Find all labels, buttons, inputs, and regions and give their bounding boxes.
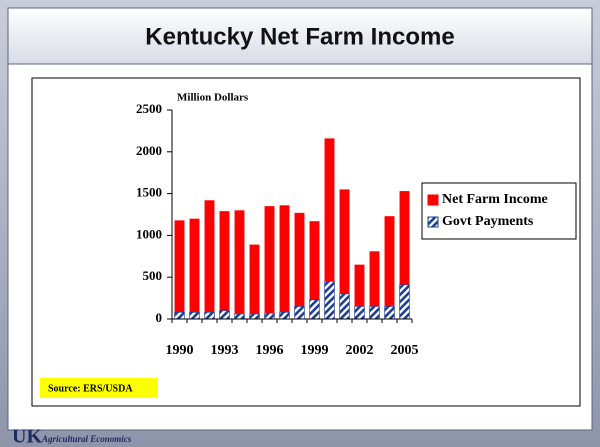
bar — [204, 200, 215, 319]
bar — [189, 218, 200, 319]
x-tick-label: 1990 — [166, 343, 194, 358]
bar — [324, 138, 335, 319]
source-box — [40, 378, 158, 398]
legend-swatch — [427, 216, 439, 228]
bar — [294, 212, 305, 319]
bar — [339, 293, 350, 320]
bar — [234, 210, 245, 319]
bar — [189, 312, 200, 320]
bar — [369, 306, 380, 320]
x-tick-label: 1999 — [301, 343, 329, 358]
bar — [399, 284, 410, 320]
legend-swatch — [427, 194, 439, 206]
bar — [324, 281, 335, 320]
bar — [294, 306, 305, 320]
bar — [264, 206, 275, 319]
bar — [279, 205, 290, 319]
legend-box — [421, 182, 577, 240]
y-tick-label: 0 — [156, 310, 163, 325]
x-tick-label: 1996 — [256, 343, 284, 358]
bar — [174, 220, 185, 319]
bar — [384, 306, 395, 320]
bar — [219, 211, 230, 319]
chart-title: Kentucky Net Farm Income — [145, 23, 454, 50]
footer-logo: UK — [12, 426, 42, 447]
bar — [354, 306, 365, 320]
bar — [384, 216, 395, 319]
bar — [339, 189, 350, 319]
bar — [234, 313, 245, 320]
legend-label: Net Farm Income — [442, 192, 548, 207]
bar — [174, 312, 185, 320]
x-tick-label: 2005 — [391, 343, 419, 358]
bar — [369, 251, 380, 319]
bar — [279, 312, 290, 320]
y-tick-label: 2500 — [136, 101, 162, 116]
y-tick-label: 1500 — [136, 185, 162, 200]
x-tick-label: 1993 — [211, 343, 239, 358]
y-tick-label: 500 — [143, 268, 163, 283]
bar — [399, 191, 410, 319]
bar — [249, 313, 260, 320]
chart-frame — [31, 77, 581, 407]
source: Source: ERS/USDA — [48, 383, 133, 394]
bar — [204, 312, 215, 320]
bar — [249, 244, 260, 319]
y-tick-label: 1000 — [136, 226, 162, 241]
title-bar — [7, 7, 593, 65]
bar — [264, 312, 275, 320]
bar — [354, 264, 365, 319]
legend-label: Govt Payments — [442, 214, 534, 229]
bar — [309, 299, 320, 320]
y-axis-label: Million Dollars — [177, 92, 249, 104]
y-tick-label: 2000 — [136, 143, 162, 158]
bar — [309, 221, 320, 319]
x-tick-label: 2002 — [346, 343, 374, 358]
footer-department: Agricultural Economics — [41, 434, 132, 444]
bar — [219, 310, 230, 320]
